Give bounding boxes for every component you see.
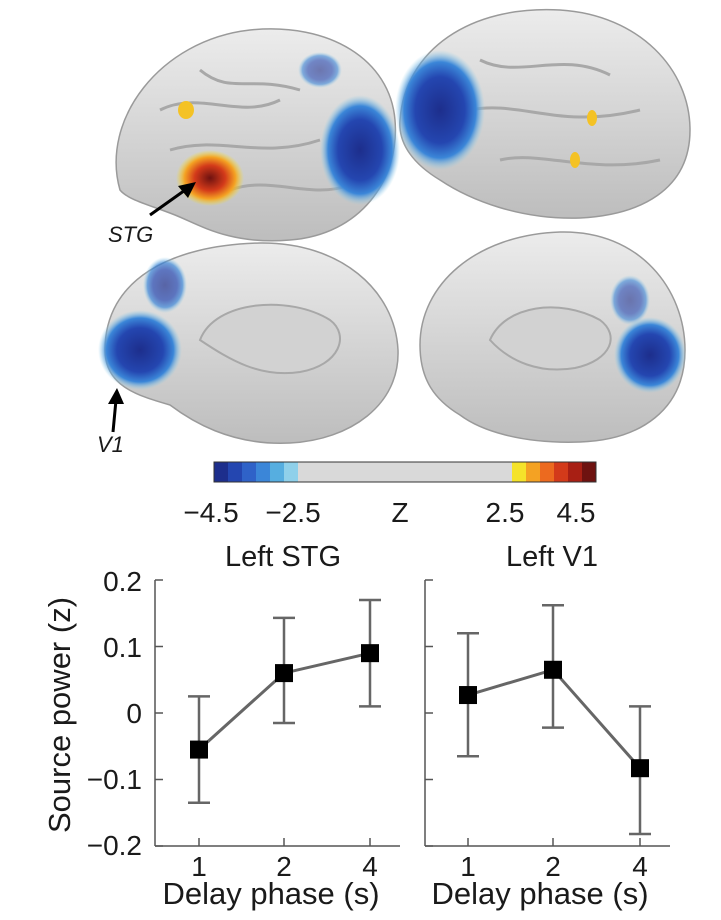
x-tick-label: 2 — [545, 851, 561, 882]
colorbar-z-label: Z — [391, 497, 408, 528]
colorbar-ticks: −4.5 −2.5 Z 2.5 4.5 — [183, 497, 595, 528]
colorbar-tick-min: −4.5 — [183, 497, 238, 528]
x-tick-label: 4 — [632, 851, 648, 882]
data-point — [361, 644, 379, 663]
colorbar-segment-negative — [242, 462, 257, 482]
colorbar — [213, 461, 597, 483]
colorbar-segment-negative — [284, 462, 299, 482]
colorbar-segment-positive — [512, 462, 527, 482]
x-tick-label: 2 — [276, 851, 292, 882]
colorbar-tick-max: 4.5 — [557, 497, 596, 528]
y-tick-label: −0.2 — [87, 830, 142, 861]
y-tick-label: 0.1 — [103, 632, 142, 663]
data-point — [275, 664, 293, 683]
y-axis-label: Source power (z) — [42, 597, 77, 833]
colorbar-segment-negative — [214, 462, 229, 482]
brain-medial-left — [98, 242, 399, 444]
data-point — [190, 740, 208, 759]
brain-medial-right — [419, 231, 686, 443]
colorbar-segment-negative — [270, 462, 285, 482]
chart-title-left-v1: Left V1 — [506, 541, 598, 573]
stg-label: STG — [108, 222, 153, 247]
chart-left-v1: 1 2 4 — [424, 579, 670, 882]
chart-title-left-stg: Left STG — [225, 541, 341, 573]
colorbar-frame — [213, 461, 597, 483]
colorbar-segment-positive — [540, 462, 555, 482]
y-tick-labels: 0.2 0.1 0 −0.1 −0.2 — [87, 566, 142, 861]
chart-left-stg: 1 2 4 — [154, 579, 400, 882]
y-tick-label: 0.2 — [103, 566, 142, 597]
stg-annotation: STG — [108, 182, 196, 247]
colorbar-tick-pos: 2.5 — [486, 497, 525, 528]
colorbar-segment-neutral — [298, 462, 512, 482]
x-axis-label-left: Delay phase (s) — [162, 876, 379, 911]
y-tick-label: −0.1 — [87, 764, 142, 795]
colorbar-segment-positive — [582, 462, 597, 482]
x-axis-label-right: Delay phase (s) — [431, 876, 648, 911]
x-tick-label: 1 — [191, 851, 207, 882]
colorbar-segment-positive — [526, 462, 541, 482]
colorbar-tick-neg: −2.5 — [265, 497, 320, 528]
v1-annotation: V1 — [97, 388, 124, 457]
data-point — [459, 686, 477, 705]
data-point — [631, 759, 649, 778]
data-point — [544, 660, 562, 679]
colorbar-segment-negative — [228, 462, 243, 482]
colorbar-segment-positive — [568, 462, 583, 482]
x-tick-label: 4 — [362, 851, 378, 882]
x-tick-label: 1 — [460, 851, 476, 882]
colorbar-segment-negative — [256, 462, 271, 482]
colorbar-segment-positive — [554, 462, 569, 482]
brain-lateral-right — [395, 8, 691, 219]
v1-label: V1 — [97, 432, 124, 457]
y-tick-label: 0 — [126, 698, 142, 729]
